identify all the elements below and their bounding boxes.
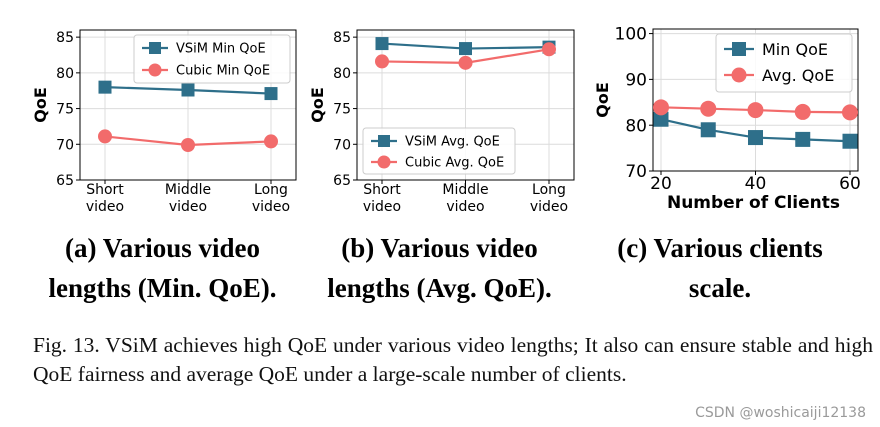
chart-c-series-0-point: [842, 133, 858, 149]
chart-c-series-1-point: [700, 100, 717, 117]
chart-c-series-0-point: [653, 111, 669, 127]
chart-c-series-1-point: [653, 99, 669, 116]
chart-b-ytick-label: 85: [333, 30, 351, 46]
chart-c-ytick-label: 80: [625, 116, 647, 136]
chart-c-legend-label: Avg. QoE: [762, 66, 834, 85]
chart-c-ylabel: QoE: [593, 82, 612, 118]
chart-a-series-1-point: [264, 134, 278, 149]
chart-c-series-1-point: [842, 104, 858, 121]
subtitle-a: (a) Various video lengths (Min. QoE).: [48, 233, 277, 303]
subtitle-b: (b) Various video lengths (Avg. QoE).: [327, 233, 552, 303]
chart-a-series-0-point: [181, 83, 195, 97]
chart-a-ytick-label: 65: [56, 173, 74, 189]
chart-b-ytick-label: 70: [333, 137, 351, 153]
chart-b-legend-handle-marker: [377, 155, 391, 169]
chart-a-xtick-label: Middle: [165, 182, 211, 198]
chart-a-legend-label: VSiM Min QoE: [176, 42, 266, 57]
chart-b-xtick-label: video: [446, 199, 484, 215]
chart-b-xtick-label: Middle: [442, 182, 488, 198]
chart-c-xtick-label: 40: [745, 174, 767, 194]
chart-b-series-1-point: [375, 54, 389, 69]
chart-b-legend-box: [362, 127, 516, 175]
chart-b-ytick-label: 80: [333, 66, 351, 82]
chart-c-ytick-label: 90: [625, 71, 647, 91]
chart-a-ytick-label: 70: [56, 137, 74, 153]
chart-a-xtick-label: video: [252, 199, 290, 215]
chart-c-series-1-point: [747, 102, 764, 119]
chart-a-ytick-label: 80: [56, 66, 74, 82]
chart-a-legend-handle-marker: [148, 63, 162, 77]
chart-c-series-0-point: [795, 131, 811, 147]
chart-c-ytick-label: 70: [625, 162, 647, 182]
chart-c-legend-label: Min QoE: [762, 40, 828, 59]
chart-c-series-0-point: [700, 122, 716, 138]
chart-b-legend-label: VSiM Avg. QoE: [405, 135, 500, 150]
watermark: CSDN @woshicaiji12138: [695, 405, 866, 421]
chart-b-ytick-label: 65: [333, 173, 351, 189]
chart-b-xtick-label: Long: [532, 182, 566, 198]
chart-a-ytick-label: 85: [56, 30, 74, 46]
subtitle-c: (c) Various clients scale.: [617, 233, 823, 303]
chart-b-xtick-label: video: [530, 199, 568, 215]
chart-c-xtick-label: 60: [839, 174, 861, 194]
chart-c-series-1-point: [794, 103, 811, 120]
chart-c-ytick-label: 100: [615, 25, 647, 45]
figure-caption: Fig. 13. VSiM achieves high QoE under va…: [33, 333, 873, 386]
chart-a-xtick-label: video: [169, 199, 207, 215]
chart-b-xtick-label: video: [363, 199, 401, 215]
chart-a-legend-box: [133, 34, 291, 84]
chart-b-xtick-label: Short: [363, 182, 401, 198]
chart-b-series-0-point: [375, 37, 389, 51]
chart-a-series-0-point: [264, 87, 278, 101]
charts-svg: 6570758085QoEShortvideoMiddlevideoLongvi…: [31, 25, 861, 215]
chart-a-xtick-label: Long: [254, 182, 288, 198]
chart-b-ytick-label: 75: [333, 102, 351, 118]
chart-b-ylabel: QoE: [308, 87, 327, 123]
chart-b-series-1-point: [458, 55, 473, 70]
chart-a-xtick-label: Short: [86, 182, 124, 198]
chart-c-legend-handle-marker: [732, 42, 746, 56]
chart-b-series-0-point: [459, 42, 472, 56]
chart-a-series-1-point: [181, 138, 195, 152]
chart-c-legend-handle-marker: [731, 67, 747, 83]
chart-a-legend-handle-marker: [149, 42, 161, 54]
chart-a-ylabel: QoE: [31, 87, 50, 123]
chart-a-series-1-point: [98, 129, 112, 144]
chart-a-series-0-point: [98, 80, 112, 94]
chart-b-legend-label: Cubic Avg. QoE: [405, 156, 504, 171]
chart-c-xtick-label: 20: [650, 174, 672, 194]
chart-a-xtick-label: video: [86, 199, 124, 215]
chart-b-series-1-point: [542, 42, 556, 57]
chart-b-legend-handle-marker: [378, 135, 390, 147]
chart-c-series-0-point: [748, 130, 763, 146]
chart-a-ytick-label: 75: [56, 102, 74, 118]
chart-a-legend-label: Cubic Min QoE: [176, 64, 270, 79]
chart-c-xlabel: Number of Clients: [667, 193, 840, 213]
